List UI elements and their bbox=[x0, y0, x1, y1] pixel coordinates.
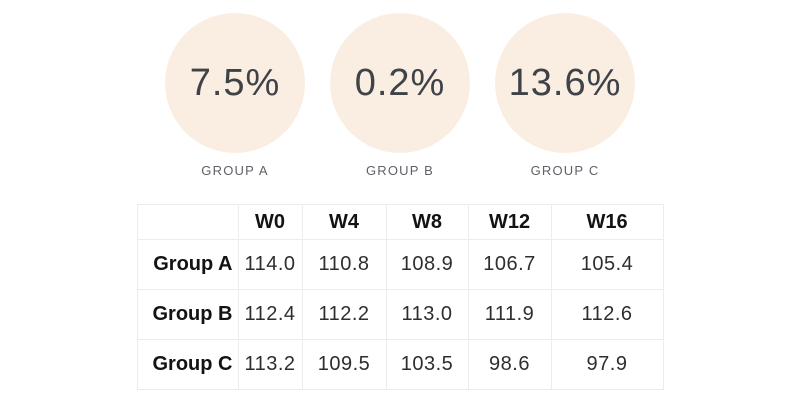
table-header-empty bbox=[136, 204, 239, 240]
row-label-group-b: Group B bbox=[136, 289, 239, 340]
kpi-group-c: 13.6% GROUP C bbox=[495, 13, 635, 178]
table-header-w0: W0 bbox=[237, 204, 303, 240]
table-row-group-b: Group B 112.4 112.2 113.0 111.9 112.6 bbox=[136, 289, 664, 340]
table-cell: 114.0 bbox=[237, 239, 303, 290]
kpi-label-group-a: GROUP A bbox=[201, 163, 269, 178]
table-cell: 97.9 bbox=[550, 339, 664, 390]
kpi-circle-group-a: 7.5% bbox=[165, 13, 305, 153]
table-cell: 112.4 bbox=[237, 289, 303, 340]
table-cell: 111.9 bbox=[467, 289, 552, 340]
table-header-w12: W12 bbox=[467, 204, 552, 240]
kpi-circle-group-b: 0.2% bbox=[330, 13, 470, 153]
table-cell: 103.5 bbox=[385, 339, 469, 390]
table-cell: 105.4 bbox=[550, 239, 664, 290]
table-header-w8: W8 bbox=[385, 204, 469, 240]
kpi-circles-row: 7.5% GROUP A 0.2% GROUP B 13.6% GROUP C bbox=[0, 0, 800, 178]
kpi-group-a: 7.5% GROUP A bbox=[165, 13, 305, 178]
table-cell: 98.6 bbox=[467, 339, 552, 390]
table-cell: 113.2 bbox=[237, 339, 303, 390]
table-cell: 113.0 bbox=[385, 289, 469, 340]
table-cell: 106.7 bbox=[467, 239, 552, 290]
table-header-w16: W16 bbox=[550, 204, 664, 240]
table-header-w4: W4 bbox=[301, 204, 387, 240]
table-cell: 110.8 bbox=[301, 239, 387, 290]
kpi-value-group-b: 0.2% bbox=[354, 61, 446, 104]
table-cell: 109.5 bbox=[301, 339, 387, 390]
results-table: W0 W4 W8 W12 W16 Group A 114.0 110.8 108… bbox=[136, 204, 664, 390]
table-row-group-c: Group C 113.2 109.5 103.5 98.6 97.9 bbox=[136, 339, 664, 390]
table-header-row: W0 W4 W8 W12 W16 bbox=[136, 204, 664, 240]
row-label-group-c: Group C bbox=[136, 339, 239, 390]
kpi-label-group-b: GROUP B bbox=[365, 163, 435, 178]
table-cell: 112.6 bbox=[550, 289, 664, 340]
kpi-group-b: 0.2% GROUP B bbox=[330, 13, 470, 178]
row-label-group-a: Group A bbox=[136, 239, 239, 290]
kpi-label-group-c: GROUP C bbox=[530, 163, 600, 178]
kpi-circle-group-c: 13.6% bbox=[495, 13, 635, 153]
table-cell: 112.2 bbox=[301, 289, 387, 340]
table-row-group-a: Group A 114.0 110.8 108.9 106.7 105.4 bbox=[136, 239, 664, 290]
table-cell: 108.9 bbox=[385, 239, 469, 290]
kpi-value-group-c: 13.6% bbox=[508, 61, 622, 104]
kpi-value-group-a: 7.5% bbox=[189, 61, 281, 104]
